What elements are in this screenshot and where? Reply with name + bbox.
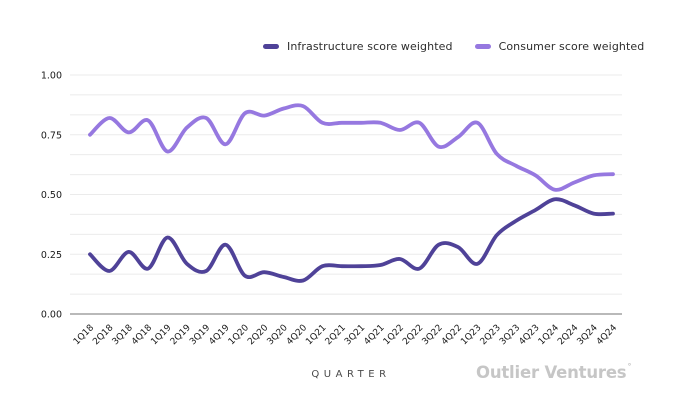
x-tick-label: 3Q21 bbox=[343, 323, 367, 347]
x-tick-label: 1Q22 bbox=[382, 323, 406, 347]
infrastructure-score-line bbox=[88, 197, 615, 283]
x-tick-label: 4Q20 bbox=[285, 323, 309, 347]
legend-label-consumer: Consumer score weighted bbox=[498, 40, 645, 53]
x-tick-label: 3Q19 bbox=[188, 323, 212, 347]
legend: Infrastructure score weighted Consumer s… bbox=[263, 40, 644, 53]
legend-item-infrastructure: Infrastructure score weighted bbox=[263, 40, 453, 53]
x-tick-label: 4Q23 bbox=[517, 323, 541, 347]
x-axis-title: QUARTER bbox=[311, 369, 391, 380]
x-tick-label: 1Q24 bbox=[537, 323, 561, 347]
x-tick-label: 2Q18 bbox=[91, 323, 115, 347]
x-tick-label: 2Q23 bbox=[479, 323, 503, 347]
x-tick-label: 2Q20 bbox=[246, 323, 270, 347]
x-tick-label: 2Q19 bbox=[169, 323, 193, 347]
x-tick-label: 3Q23 bbox=[498, 323, 522, 347]
brand-logo-mark-icon: ° bbox=[627, 362, 632, 371]
x-tick-label: 4Q21 bbox=[362, 323, 386, 347]
x-tick-label: 4Q22 bbox=[440, 323, 464, 347]
consumer-score-line bbox=[88, 103, 615, 192]
brand-logo: Outlier Ventures° bbox=[476, 362, 631, 382]
x-tick-label: 2Q24 bbox=[556, 323, 580, 347]
x-tick-label: 1Q21 bbox=[304, 323, 328, 347]
y-tick-label: 0.00 bbox=[41, 310, 62, 321]
x-tick-label: 3Q18 bbox=[111, 323, 135, 347]
x-tick-label: 2Q21 bbox=[324, 323, 348, 347]
x-tick-label: 1Q23 bbox=[459, 323, 483, 347]
y-tick-label: 0.25 bbox=[41, 250, 62, 261]
x-tick-label: 1Q20 bbox=[227, 323, 251, 347]
x-tick-label: 3Q22 bbox=[421, 323, 445, 347]
consumer-series-swatch-icon bbox=[474, 44, 491, 49]
brand-logo-text: Outlier Ventures bbox=[476, 363, 627, 382]
infrastructure-series-swatch-icon bbox=[263, 44, 279, 49]
x-tick-label: 4Q19 bbox=[207, 323, 231, 347]
x-tick-label: 4Q24 bbox=[595, 323, 619, 347]
x-tick-label: 4Q18 bbox=[130, 323, 154, 347]
y-tick-label: 0.75 bbox=[41, 130, 62, 141]
x-tick-label: 3Q24 bbox=[576, 323, 600, 347]
x-tick-label: 1Q18 bbox=[72, 323, 96, 347]
x-tick-label: 2Q22 bbox=[401, 323, 425, 347]
x-tick-label: 1Q19 bbox=[149, 323, 173, 347]
x-tick-label: 3Q20 bbox=[266, 323, 290, 347]
legend-label-infrastructure: Infrastructure score weighted bbox=[287, 40, 453, 53]
y-tick-label: 1.00 bbox=[41, 71, 62, 82]
y-tick-label: 0.50 bbox=[41, 190, 62, 201]
legend-item-consumer: Consumer score weighted bbox=[474, 40, 645, 53]
